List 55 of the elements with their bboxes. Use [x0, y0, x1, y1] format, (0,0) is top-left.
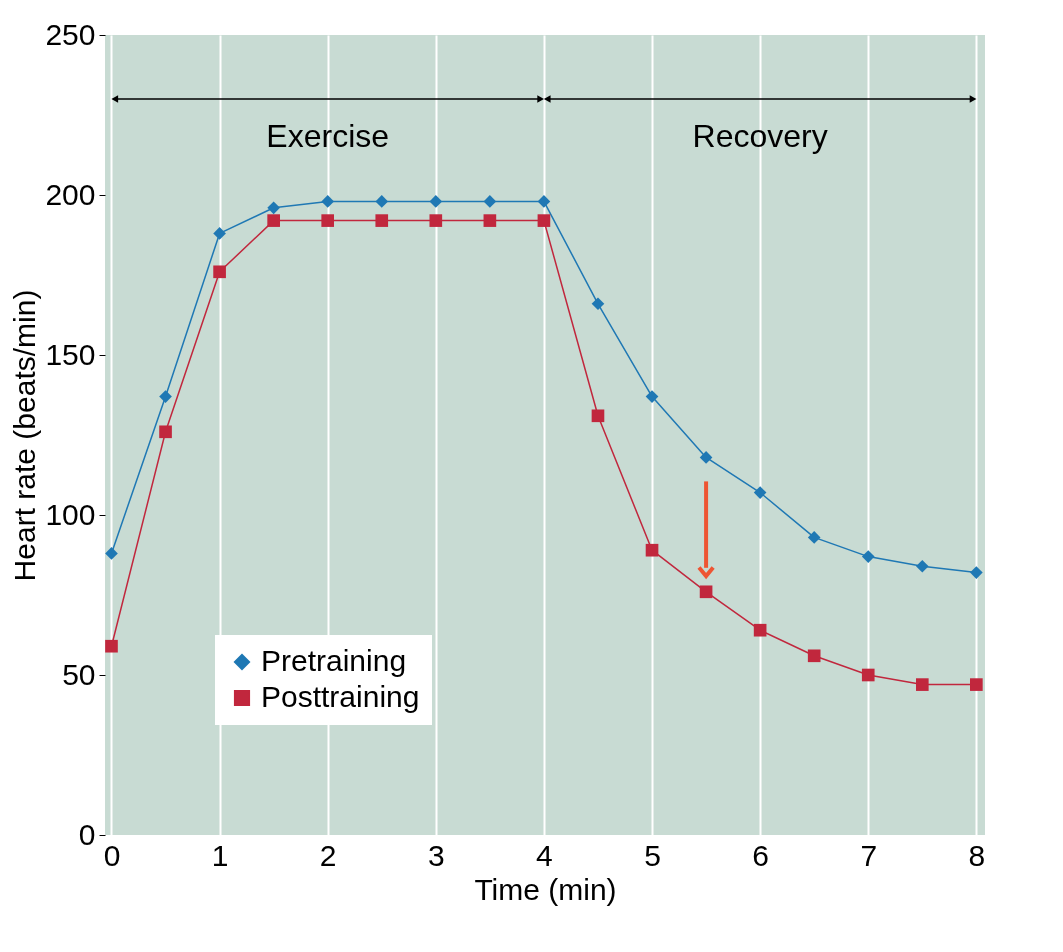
point: [213, 265, 226, 279]
point: [915, 678, 929, 691]
point: [807, 531, 821, 544]
point: [591, 409, 605, 423]
x-tick-label: 5: [644, 838, 661, 872]
x-tick-label: 6: [752, 838, 769, 872]
x-tick-label: 7: [860, 838, 878, 872]
point: [483, 195, 497, 208]
point: [591, 297, 605, 311]
y-tick-label: 150: [45, 337, 96, 371]
x-tick-label: 1: [211, 838, 229, 872]
point: [699, 585, 713, 599]
point: [861, 550, 875, 563]
legend-label: Posttraining: [261, 680, 420, 713]
point: [537, 195, 551, 208]
x-tick-label: 0: [103, 838, 121, 872]
point: [970, 566, 983, 579]
y-tick-label: 100: [45, 497, 96, 531]
point: [159, 425, 172, 439]
annotation: Recovery: [692, 118, 828, 155]
point: [645, 390, 659, 403]
point: [321, 214, 335, 227]
legend-label: Pretraining: [261, 644, 407, 677]
annotation: Exercise: [266, 118, 390, 155]
point: [645, 543, 659, 557]
x-tick-label: 8: [968, 838, 986, 872]
point: [213, 227, 226, 240]
point: [321, 195, 335, 208]
x-tick-label: 4: [536, 838, 553, 872]
point: [753, 623, 767, 637]
point: [483, 214, 497, 227]
y-tick-label: 50: [62, 657, 96, 691]
y-tick-label: 250: [45, 17, 96, 51]
point: [807, 649, 821, 663]
point: [159, 390, 172, 403]
point: [699, 451, 713, 464]
point: [861, 668, 875, 682]
y-tick-label: 0: [78, 817, 96, 851]
x-tick-label: 2: [319, 838, 337, 872]
y-tick-label: 200: [45, 177, 96, 211]
x-axis-title: Time (min): [474, 872, 617, 906]
point: [915, 559, 929, 573]
point: [267, 201, 280, 215]
point: [753, 486, 767, 499]
point: [267, 214, 280, 227]
point: [970, 678, 983, 691]
point: [537, 214, 551, 227]
point: [105, 639, 118, 653]
point: [429, 214, 443, 227]
point: [105, 547, 118, 560]
y-axis-title: Heart rate (beats/min): [8, 289, 42, 582]
point: [375, 214, 389, 227]
point: [375, 195, 389, 208]
point: [429, 195, 443, 208]
x-tick-label: 3: [427, 838, 445, 872]
